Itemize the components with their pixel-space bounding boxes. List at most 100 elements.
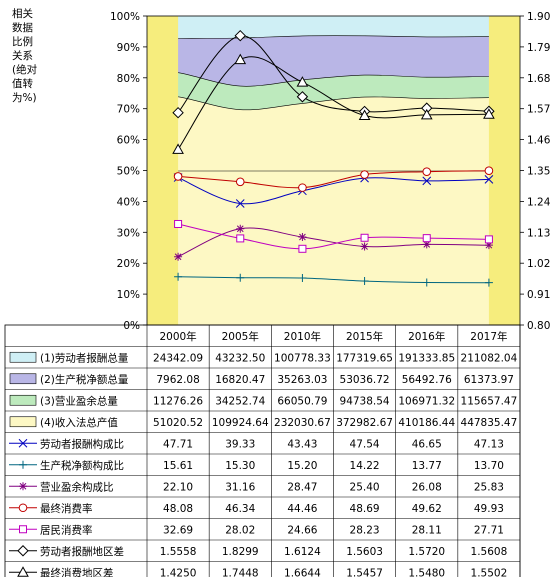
- table-cell-value: 1.5502: [471, 567, 508, 577]
- marker-circle: [18, 503, 28, 513]
- table-cell-value: 28.02: [225, 524, 255, 536]
- table-cell-value: 43.43: [287, 438, 317, 450]
- marker-circle: [484, 166, 494, 176]
- right-tick-label: 1.68: [527, 73, 550, 85]
- table-cell-value: 1.5720: [408, 546, 445, 558]
- marker-triangle: [17, 566, 29, 577]
- marker-square: [236, 234, 245, 243]
- legend-label: (1)劳动者报酬总量: [40, 351, 129, 364]
- series-line-8: [177, 223, 489, 250]
- marker-x: [484, 175, 494, 184]
- marker-star: [360, 242, 369, 251]
- table-cell-value: 49.62: [412, 503, 442, 515]
- legend-label: 劳动者报酬构成比: [40, 437, 124, 450]
- data-point-8: [174, 219, 183, 228]
- data-point-10: [358, 109, 371, 121]
- data-point-5: [174, 272, 183, 281]
- data-point-8: [360, 233, 369, 242]
- marker-diamond: [234, 29, 246, 42]
- legend-label: 最终消费率: [40, 502, 93, 515]
- area-net-production-tax: [147, 35, 520, 87]
- category-label: 2005年: [222, 330, 259, 343]
- marker-square: [174, 219, 183, 228]
- table-cell-value: 31.16: [225, 481, 255, 493]
- table-cell-value: 48.69: [350, 503, 380, 515]
- category-label: 2010年: [284, 330, 321, 343]
- left-tick-label: 40%: [117, 196, 140, 208]
- marker-x: [18, 438, 28, 448]
- table-cell-value: 11276.26: [153, 395, 203, 407]
- data-point-5: [484, 278, 493, 287]
- marker-square: [422, 234, 431, 243]
- left-tick-label: 100%: [110, 11, 140, 23]
- data-point-7: [484, 166, 494, 176]
- marker-star: [484, 241, 493, 250]
- data-point-5: [298, 274, 307, 283]
- marker-star: [298, 233, 307, 242]
- table-cell-value: 49.93: [474, 503, 504, 515]
- table-cell-value: 28.11: [412, 524, 442, 536]
- table-cell-value: 26.08: [412, 481, 442, 493]
- area-operating-surplus: [147, 71, 520, 110]
- table-cell-value: 447835.47: [461, 417, 518, 429]
- data-point-10: [234, 53, 247, 65]
- data-point-10: [420, 108, 433, 120]
- right-tick-label: 1.90: [527, 11, 550, 23]
- table-cell-value: 1.5603: [346, 546, 383, 558]
- table-cell-value: 47.54: [350, 438, 380, 450]
- y-axis-title-line: 比例: [12, 35, 33, 48]
- table-cell-value: 56492.76: [402, 374, 452, 386]
- left-tick-label: 30%: [117, 227, 140, 239]
- left-tick-label: 60%: [117, 135, 140, 147]
- data-point-6: [360, 242, 369, 251]
- table-cell-value: 47.71: [163, 438, 193, 450]
- table-cell-value: 46.34: [225, 503, 255, 515]
- table-cell-value: 66050.79: [277, 395, 327, 407]
- table-cell-value: 7962.08: [156, 374, 199, 386]
- y-axis-title-line: 关系: [12, 49, 33, 62]
- legend-key-marker: [17, 545, 29, 557]
- edge-band-right: [488, 16, 520, 325]
- table-cell-value: 1.7448: [222, 567, 259, 577]
- legend-label: 营业盈余构成比: [40, 480, 114, 493]
- category-label: 2017年: [470, 330, 507, 343]
- data-point-7: [298, 183, 307, 192]
- category-label: 2000年: [159, 330, 196, 343]
- marker-x: [422, 176, 432, 186]
- left-tick-label: 0%: [123, 320, 140, 332]
- data-point-7: [173, 172, 183, 181]
- data-point-6: [298, 233, 307, 242]
- marker-star: [422, 240, 431, 249]
- right-tick-label: 1.02: [527, 258, 550, 270]
- legend-key-marker: [19, 525, 27, 534]
- legend-key-marker: [18, 503, 28, 513]
- table-cell-value: 1.6644: [284, 567, 321, 577]
- table-cell-value: 25.40: [350, 481, 380, 493]
- legend-key-area: [9, 373, 37, 385]
- marker-x: [235, 199, 245, 208]
- table-cell-value: 15.61: [163, 460, 193, 472]
- left-tick-label: 80%: [117, 73, 140, 85]
- table-cell-value: 25.83: [474, 481, 504, 493]
- marker-diamond: [17, 545, 29, 557]
- legend-label: (3)营业盈余总量: [40, 394, 118, 407]
- marker-plus: [174, 272, 183, 281]
- marker-triangle: [234, 53, 247, 65]
- table-cell-value: 1.8299: [222, 546, 259, 558]
- table-cell-value: 109924.64: [212, 417, 269, 429]
- left-tick-label: 90%: [117, 42, 140, 54]
- marker-plus: [484, 278, 493, 287]
- data-point-8: [236, 234, 245, 243]
- data-point-9: [172, 106, 184, 119]
- right-tick-label: 1.13: [527, 227, 550, 239]
- right-tick-label: 1.24: [527, 196, 551, 208]
- legend-key-area: [9, 351, 37, 363]
- table-cell-value: 1.5608: [471, 546, 508, 558]
- data-point-5: [236, 273, 245, 282]
- table-cell-value: 46.65: [412, 438, 442, 450]
- marker-square: [484, 235, 493, 244]
- legend-label: 最终消费地区差: [40, 566, 114, 577]
- table-cell-value: 28.47: [287, 481, 317, 493]
